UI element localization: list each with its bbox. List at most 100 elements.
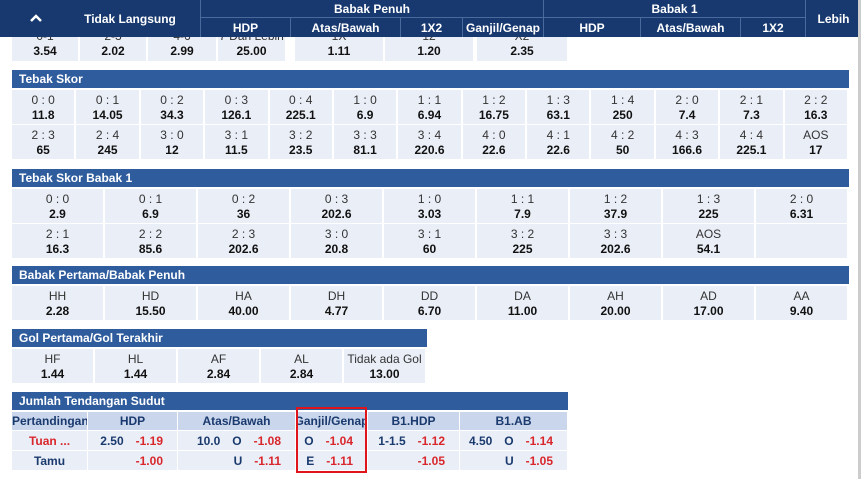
odds-text[interactable]: -1.14 — [525, 433, 553, 448]
column-title: 1X2 — [740, 17, 805, 37]
odds-cell[interactable]: 1 : 3 225 — [663, 189, 754, 223]
odds-value: 245 — [97, 143, 118, 157]
odds-cell[interactable]: 2 : 0 7.4 — [655, 90, 719, 124]
odds-cell[interactable]: 2 : 2 16.3 — [784, 90, 847, 124]
odds-cell[interactable]: 4 : 3 166.6 — [655, 125, 719, 159]
odds-cell[interactable]: AOS 17 — [784, 125, 847, 159]
odds-cell[interactable]: 1 : 3 63.1 — [527, 90, 590, 124]
odds-cell[interactable]: 3 : 0 20.8 — [291, 224, 382, 258]
odds-text[interactable]: -1.04 — [325, 433, 353, 448]
odds-value: 6.9 — [142, 207, 159, 221]
odds-value: 14.05 — [92, 108, 123, 122]
odds-cell[interactable]: 3 : 3 81.1 — [333, 125, 397, 159]
odds-cell[interactable]: 2 : 1 16.3 — [12, 224, 103, 258]
odds-cell[interactable]: 1 : 2 16.75 — [462, 90, 526, 124]
odds-cell[interactable]: 3 : 0 12 — [140, 125, 204, 159]
odds-cell[interactable]: 0 : 4 225.1 — [269, 90, 332, 124]
odds-label: 2 : 2 — [804, 93, 828, 107]
column-title: HDP — [88, 412, 177, 430]
odds-cell[interactable]: 0 : 1 6.9 — [105, 189, 196, 223]
odds-cell[interactable]: 4 : 2 50 — [591, 125, 654, 159]
odds-cell[interactable]: HL 1.44 — [95, 349, 176, 383]
group-title: Babak Penuh — [200, 0, 543, 17]
odds-cell[interactable]: 3 : 1 11.5 — [205, 125, 268, 159]
odds-cell[interactable]: 0 : 2 36 — [198, 189, 289, 223]
odds-cell[interactable]: AH 20.00 — [570, 286, 661, 320]
odds-cell[interactable]: 4 : 4 225.1 — [720, 125, 783, 159]
odds-cell[interactable]: DH 4.77 — [291, 286, 382, 320]
odds-text[interactable]: -1.11 — [254, 453, 281, 468]
odds-value: 85.6 — [138, 242, 163, 256]
odds-cell[interactable]: 3 : 2 225 — [477, 224, 568, 258]
column-title: B1.HDP — [368, 412, 459, 430]
odds-value: 37.9 — [603, 207, 628, 221]
odds-cell[interactable]: 1 : 1 6.94 — [398, 90, 461, 124]
odds-text[interactable]: -1.12 — [417, 433, 445, 448]
odds-cell[interactable]: AD 17.00 — [663, 286, 754, 320]
odds-cell[interactable]: 3 : 4 220.6 — [398, 125, 461, 159]
odds-value: 16.3 — [804, 108, 828, 122]
odds-cell — [756, 224, 847, 258]
odds-value: 63.1 — [546, 108, 570, 122]
odds-cell[interactable]: 4 : 0 22.6 — [462, 125, 526, 159]
collapse-button[interactable] — [24, 6, 48, 30]
odds-cell[interactable]: 3 : 3 202.6 — [570, 224, 661, 258]
odds-cell[interactable]: 2 : 0 6.31 — [756, 189, 847, 223]
odds-text[interactable]: -1.19 — [135, 433, 163, 448]
odds-value: 11.5 — [224, 143, 248, 157]
odds-value: 11.00 — [507, 304, 538, 318]
odds-cell[interactable]: HF 1.44 — [12, 349, 93, 383]
odds-cell[interactable]: 1 : 2 37.9 — [570, 189, 661, 223]
odds-cell[interactable]: AL 2.84 — [261, 349, 342, 383]
odds-text[interactable]: -1.00 — [135, 453, 163, 468]
odds-value: 126.1 — [221, 108, 252, 122]
odds-value: 6.9 — [356, 108, 374, 122]
odds-value: 2.02 — [101, 44, 125, 58]
odds-value: 9.40 — [789, 304, 814, 318]
odds-cell[interactable]: 1 : 0 3.03 — [384, 189, 475, 223]
odds-cell[interactable]: 0 : 1 14.05 — [76, 90, 139, 124]
odds-cell[interactable]: Tidak ada Gol 13.00 — [344, 349, 425, 383]
column-title: Ganjil/Genap — [296, 412, 367, 430]
odds-cell[interactable]: 0 : 2 34.3 — [140, 90, 204, 124]
odds-cell[interactable]: 2 : 1 7.3 — [720, 90, 783, 124]
odds-cell[interactable]: 0 : 0 2.9 — [12, 189, 103, 223]
odds-cell[interactable]: 2 : 4 245 — [76, 125, 139, 159]
odds-label: 3 : 0 — [324, 227, 349, 241]
odds-text[interactable]: -1.08 — [253, 433, 281, 448]
odds-cell[interactable]: 0 : 0 11.8 — [12, 90, 75, 124]
odds-cell[interactable]: DA 11.00 — [477, 286, 568, 320]
odds-value: 65 — [36, 143, 50, 157]
odds-cell[interactable]: AF 2.84 — [178, 349, 259, 383]
odds-text[interactable]: -1.05 — [525, 453, 553, 468]
odds-value: 250 — [612, 108, 633, 122]
odds-cell: -1.00 — [88, 451, 177, 470]
odds-cell[interactable]: 1 : 1 7.9 — [477, 189, 568, 223]
odds-label: 1 : 4 — [610, 93, 635, 107]
odds-text: U — [233, 453, 243, 468]
header-left: Tidak Langsung — [60, 0, 200, 37]
odds-cell[interactable]: 2 : 2 85.6 — [105, 224, 196, 258]
odds-cell: 1-1.5 -1.12 — [368, 431, 459, 450]
odds-value: 34.3 — [160, 108, 184, 122]
odds-value: 2.84 — [289, 367, 314, 381]
odds-cell[interactable]: 0 : 3 202.6 — [291, 189, 382, 223]
odds-cell[interactable]: AOS 54.1 — [663, 224, 754, 258]
odds-cell[interactable]: HA 40.00 — [198, 286, 289, 320]
odds-cell[interactable]: HD 15.50 — [105, 286, 196, 320]
odds-text: O — [504, 433, 514, 448]
odds-cell[interactable]: 4 : 1 22.6 — [527, 125, 590, 159]
odds-cell[interactable]: 2 : 3 65 — [12, 125, 75, 159]
odds-cell[interactable]: 0 : 3 126.1 — [205, 90, 268, 124]
odds-cell[interactable]: AA 9.40 — [756, 286, 847, 320]
odds-cell[interactable]: DD 6.70 — [384, 286, 475, 320]
odds-cell[interactable]: 1 : 0 6.9 — [333, 90, 397, 124]
odds-cell[interactable]: 3 : 1 60 — [384, 224, 475, 258]
odds-value: 40.00 — [228, 304, 259, 318]
odds-text[interactable]: -1.05 — [417, 453, 445, 468]
odds-cell[interactable]: HH 2.28 — [12, 286, 103, 320]
odds-cell[interactable]: 2 : 3 202.6 — [198, 224, 289, 258]
odds-text[interactable]: -1.11 — [326, 453, 353, 468]
odds-cell[interactable]: 1 : 4 250 — [591, 90, 654, 124]
odds-cell[interactable]: 3 : 2 23.5 — [269, 125, 332, 159]
